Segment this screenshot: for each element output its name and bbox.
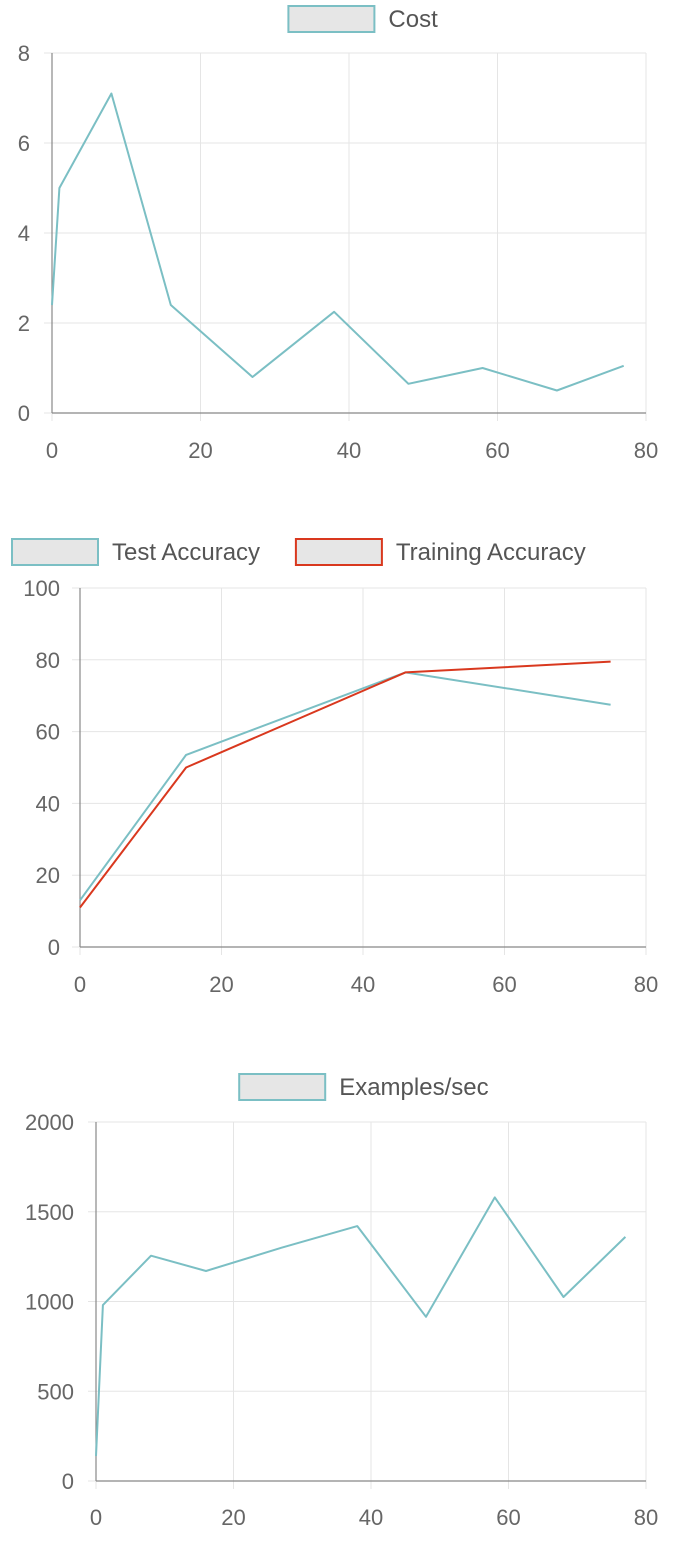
x-tick-label: 60 (492, 972, 516, 997)
x-tick-label: 80 (634, 438, 658, 463)
y-tick-label: 1500 (25, 1200, 74, 1225)
series-line-test-accuracy (79, 671, 611, 901)
legend-item-cost[interactable]: Cost (287, 5, 438, 33)
y-tick-label: 80 (36, 648, 60, 673)
y-tick-label: 0 (62, 1469, 74, 1494)
accuracy-chart: 0 20 40 60 80 100 0 20 40 60 80 Test Accuracy Traini… (0, 520, 686, 1000)
x-tick-label: 60 (485, 438, 509, 463)
legend-label: Cost (388, 6, 438, 33)
y-tick-label: 60 (36, 720, 60, 745)
y-tick-label: 0 (18, 401, 30, 426)
series-line-training-accuracy (79, 660, 611, 909)
legend-label: Examples/sec (339, 1074, 488, 1101)
legend: Examples/sec (238, 1073, 489, 1101)
x-tick-label: 80 (634, 1505, 658, 1530)
accuracy-chart-svg: 0 20 40 60 80 100 0 20 40 60 80 Test Accuracy Traini… (11, 538, 658, 997)
legend: Test Accuracy Training Accuracy (11, 538, 586, 566)
y-tick-label: 2000 (25, 1110, 74, 1135)
legend-swatch (287, 5, 376, 33)
x-tick-label: 60 (496, 1505, 520, 1530)
y-tick-label: 4 (18, 221, 30, 246)
examples-per-sec-chart: 0 500 1000 1500 2000 0 20 40 60 80 Examples/sec (0, 1060, 686, 1552)
legend-item-examples-sec[interactable]: Examples/sec (238, 1073, 489, 1101)
legend: Cost (287, 5, 438, 33)
series-line-examples-sec (95, 1196, 627, 1456)
legend-item-training-accuracy[interactable]: Training Accuracy (294, 538, 586, 566)
y-tick-label: 40 (36, 791, 60, 816)
y-tick-label: 20 (36, 863, 60, 888)
x-tick-label: 40 (359, 1505, 383, 1530)
y-tick-label: 500 (37, 1379, 74, 1404)
gridlines (88, 1121, 647, 1489)
gridlines (72, 587, 647, 955)
y-tick-label: 6 (18, 131, 30, 156)
examples-per-sec-chart-svg: 0 500 1000 1500 2000 0 20 40 60 80 Examples/sec (25, 1073, 658, 1530)
x-tick-label: 40 (351, 972, 375, 997)
legend-label: Training Accuracy (396, 539, 586, 566)
legend-item-test-accuracy[interactable]: Test Accuracy (11, 538, 260, 566)
y-tick-label: 100 (23, 576, 60, 601)
legend-swatch (238, 1073, 327, 1101)
y-tick-label: 8 (18, 41, 30, 66)
y-tick-label: 0 (48, 935, 60, 960)
y-tick-label: 2 (18, 311, 30, 336)
gridlines (44, 52, 647, 421)
cost-chart: 0 2 4 6 8 0 20 40 60 80 Cost (0, 0, 686, 480)
x-tick-label: 0 (46, 438, 58, 463)
x-tick-label: 40 (337, 438, 361, 463)
x-tick-label: 0 (74, 972, 86, 997)
series-line-cost (51, 92, 625, 392)
legend-swatch (11, 538, 99, 566)
y-tick-label: 1000 (25, 1290, 74, 1315)
x-tick-label: 20 (209, 972, 233, 997)
x-tick-label: 80 (634, 972, 658, 997)
x-tick-label: 0 (90, 1505, 102, 1530)
legend-label: Test Accuracy (112, 539, 260, 566)
legend-swatch (294, 538, 383, 566)
x-tick-label: 20 (221, 1505, 245, 1530)
x-tick-label: 20 (188, 438, 212, 463)
